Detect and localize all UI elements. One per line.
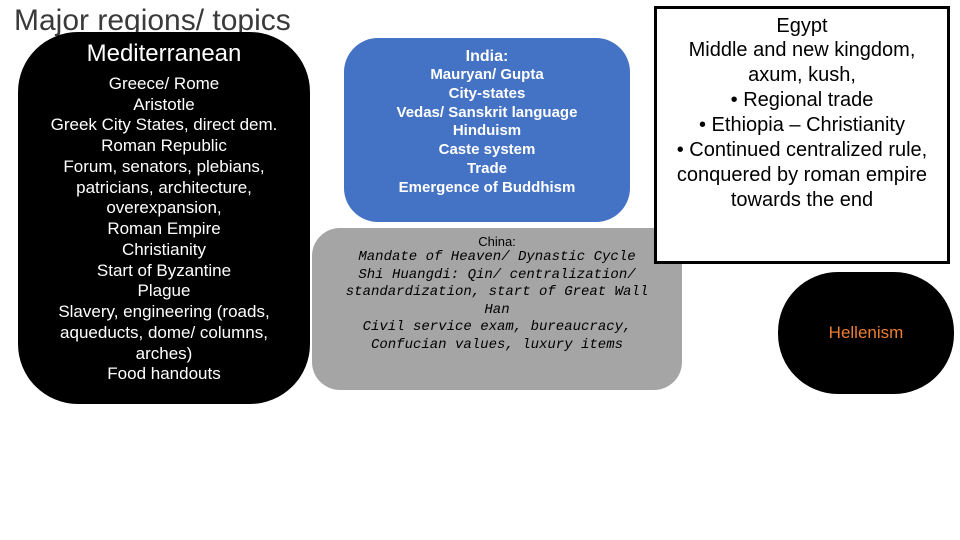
china-body: Mandate of Heaven/ Dynastic Cycle Shi Hu…: [326, 249, 668, 354]
hellenism-box: Hellenism: [778, 272, 954, 394]
slide-canvas: Major regions/ topics Mediterranean Gree…: [0, 0, 960, 540]
china-box: China: Mandate of Heaven/ Dynastic Cycle…: [312, 228, 682, 390]
china-heading: China:: [478, 234, 516, 249]
egypt-box: Egypt Middle and new kingdom, axum, kush…: [654, 6, 950, 264]
india-body: Mauryan/ Gupta City-states Vedas/ Sanskr…: [397, 66, 578, 197]
egypt-heading: Egypt: [776, 15, 827, 38]
hellenism-heading: Hellenism: [829, 323, 904, 343]
mediterranean-box: Mediterranean Greece/ Rome Aristotle Gre…: [18, 32, 310, 404]
mediterranean-heading: Mediterranean: [87, 40, 242, 68]
mediterranean-body: Greece/ Rome Aristotle Greek City States…: [44, 74, 284, 385]
india-heading: India:: [466, 48, 509, 66]
egypt-body: Middle and new kingdom, axum, kush, • Re…: [669, 38, 935, 213]
india-box: India: Mauryan/ Gupta City-states Vedas/…: [344, 38, 630, 222]
